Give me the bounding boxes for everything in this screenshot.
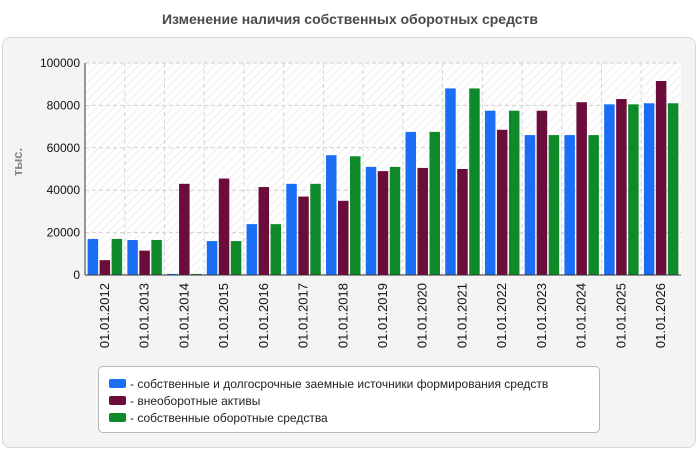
bar-3-01.01.2022 [508,110,520,275]
bar-1-01.01.2020 [405,131,416,275]
bar-2-01.01.2020 [417,167,428,275]
bar-3-01.01.2014 [191,273,202,275]
y-tick-label: 100000 [40,56,80,70]
bar-3-01.01.2012 [111,238,123,275]
bar-3-01.01.2019 [389,166,401,275]
bar-1-01.01.2024 [564,135,575,275]
bar-2-01.01.2024 [576,102,587,275]
legend-swatch-noncurrent-assets [109,396,126,405]
bar-3-01.01.2024 [588,135,599,275]
bar-1-01.01.2021 [445,88,456,275]
bar-1-01.01.2019 [365,166,377,275]
x-tick-label: 01.01.2026 [653,283,668,348]
x-tick-label: 01.01.2013 [137,283,152,348]
x-tick-label: 01.01.2019 [375,283,390,348]
axis-layer: 0 20000 40000 60000 80000 100000 01.01.2012 01.… [40,56,681,348]
y-axis-label: тыс. [10,148,25,176]
bar-1-01.01.2015 [206,241,218,275]
bar-2-01.01.2014 [179,183,190,275]
x-tick-label: 01.01.2014 [176,283,191,348]
y-tick-label: 0 [73,268,80,282]
bar-1-01.01.2012 [87,238,99,275]
bar-3-01.01.2017 [310,183,321,275]
bar-2-01.01.2026 [655,81,667,276]
y-tick-label: 20000 [47,226,81,240]
bar-2-01.01.2022 [496,129,508,275]
legend-item-sources: - собственные и долгосрочные заемные ист… [99,375,599,392]
legend-swatch-working-capital [109,413,126,422]
bar-3-01.01.2018 [350,156,361,275]
bar-2-01.01.2015 [218,178,230,275]
x-tick-label: 01.01.2012 [97,283,112,348]
legend: - собственные и долгосрочные заемные ист… [98,366,600,433]
y-tick-label: 40000 [47,183,81,197]
bar-3-01.01.2020 [429,131,440,275]
chart-title: Изменение наличия собственных оборотных … [161,11,539,27]
bar-1-01.01.2018 [326,155,337,275]
x-tick-label: 01.01.2023 [534,283,549,348]
bar-2-01.01.2025 [616,99,627,275]
bar-3-01.01.2025 [628,104,639,275]
legend-label-noncurrent-assets: - внеоборотные активы [130,393,261,408]
bar-3-01.01.2015 [230,241,242,275]
x-tick-label: 01.01.2015 [216,283,231,348]
bar-3-01.01.2013 [151,240,162,275]
bar-2-01.01.2023 [536,110,548,275]
x-tick-label: 01.01.2025 [613,283,628,348]
bars-layer [87,81,679,276]
bar-2-01.01.2019 [377,171,389,275]
bar-1-01.01.2022 [484,110,496,275]
x-tick-label: 01.01.2024 [574,283,589,348]
bar-1-01.01.2025 [604,104,615,275]
bar-2-01.01.2017 [298,196,309,275]
bar-3-01.01.2026 [667,103,679,275]
bar-1-01.01.2023 [524,135,536,275]
legend-label-sources: - собственные и долгосрочные заемные ист… [130,376,549,391]
bar-1-01.01.2013 [127,240,138,275]
legend-item-working-capital: - собственные оборотные средства [99,409,599,426]
bar-1-01.01.2014 [167,273,178,275]
bar-3-01.01.2016 [270,224,282,275]
bar-1-01.01.2017 [286,183,297,275]
bar-2-01.01.2018 [338,200,349,275]
bar-2-01.01.2012 [99,260,111,275]
x-tick-label: 01.01.2022 [494,283,509,348]
x-tick-label: 01.01.2021 [454,283,469,348]
legend-item-noncurrent-assets: - внеоборотные активы [99,392,599,409]
x-tick-label: 01.01.2017 [296,283,311,348]
bar-1-01.01.2026 [643,103,655,275]
bar-1-01.01.2016 [246,224,258,275]
legend-label-working-capital: - собственные оборотные средства [130,410,328,425]
x-tick-label: 01.01.2016 [256,283,271,348]
bar-2-01.01.2013 [139,250,150,275]
bar-3-01.01.2023 [548,135,560,275]
bar-2-01.01.2016 [258,187,270,275]
x-tick-label: 01.01.2018 [335,283,350,348]
x-tick-label: 01.01.2020 [415,283,430,348]
y-tick-label: 80000 [47,98,81,112]
bar-3-01.01.2021 [469,88,480,275]
y-tick-label: 60000 [47,141,81,155]
bar-2-01.01.2021 [457,169,468,275]
legend-swatch-sources [109,379,126,388]
